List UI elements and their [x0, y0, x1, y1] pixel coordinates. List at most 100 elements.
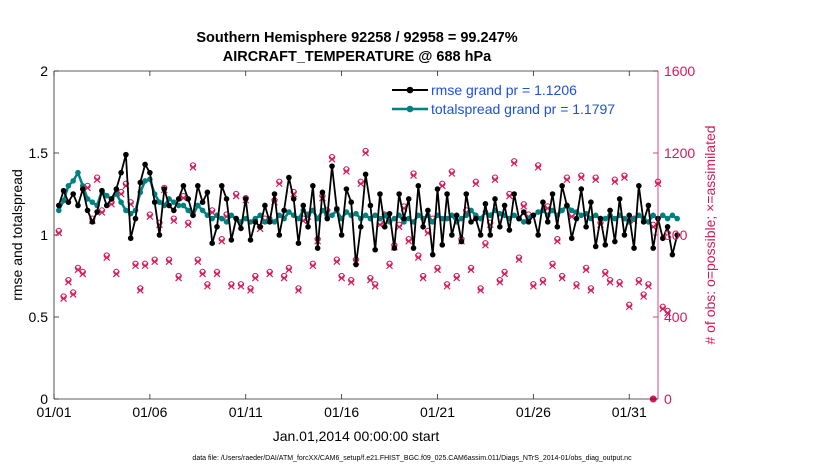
- rmse-point: [410, 245, 417, 251]
- rmse-point: [463, 191, 470, 197]
- rmse-point: [70, 191, 76, 197]
- obs-assimilated-point: [199, 270, 207, 278]
- obs-assimilated-cross: [515, 256, 523, 264]
- obs-assimilated-cross: [419, 274, 427, 282]
- rmse-point: [401, 215, 407, 222]
- rmse-point: [180, 183, 187, 189]
- obs-assimilated-point: [266, 270, 274, 278]
- obs-assimilated-cross: [357, 180, 365, 188]
- rmse-point: [276, 232, 283, 238]
- obs-assimilated-point: [515, 256, 523, 264]
- rmse-point: [501, 202, 508, 209]
- rmse-point: [415, 183, 422, 189]
- obs-assimilated-cross: [141, 262, 149, 270]
- rmse-line: [57, 153, 679, 266]
- totalspread-point: [592, 212, 599, 219]
- obs-assimilated-cross: [194, 258, 202, 266]
- rmse-point: [492, 196, 498, 202]
- rmse-point: [568, 235, 575, 242]
- totalspread-point: [195, 202, 201, 209]
- obs-assimilated-cross: [405, 237, 413, 245]
- obs-assimilated-cross: [520, 202, 528, 210]
- obs-assimilated-cross: [184, 221, 192, 229]
- rmse-point: [525, 219, 532, 225]
- rmse-point: [257, 224, 263, 230]
- obs-assimilated-cross: [98, 209, 106, 216]
- rmse-point: [295, 240, 302, 246]
- obs-assimilated-point: [434, 266, 441, 274]
- rmse-point: [362, 171, 369, 178]
- obs-assimilated-cross: [553, 237, 561, 245]
- totalspread-point: [223, 219, 230, 225]
- rmse-point: [343, 186, 350, 192]
- obs-assimilated-point: [644, 282, 652, 290]
- obs-assimilated-point: [664, 309, 672, 317]
- obs-assimilated-point: [558, 274, 566, 282]
- obs-assimilated-point: [285, 266, 293, 274]
- obs-assimilated-cross: [309, 262, 317, 270]
- rmse-point: [588, 199, 594, 205]
- obs-assimilated-point: [98, 209, 106, 216]
- y-tick-label-right: 1600: [664, 63, 695, 79]
- totalspread-point: [70, 178, 76, 184]
- rmse-point: [429, 251, 436, 258]
- rmse-point: [55, 202, 62, 209]
- obs-assimilated-point: [146, 213, 154, 220]
- totalspread-point: [185, 207, 192, 214]
- obs-assimilated-cross: [237, 282, 245, 290]
- obs-assimilated-cross: [606, 278, 614, 286]
- obs-assimilated-cross: [199, 270, 207, 278]
- rmse-point: [535, 232, 541, 238]
- obs-assimilated-cross: [60, 295, 68, 302]
- totalspread-point: [329, 212, 335, 219]
- obs-assimilated-point: [170, 217, 178, 225]
- obs-assimilated-cross: [362, 149, 370, 157]
- obs-assimilated-cross: [103, 254, 111, 261]
- obs-assimilated-point: [438, 182, 446, 190]
- rmse-point: [195, 183, 201, 189]
- obs-assimilated-cross: [549, 262, 556, 270]
- rmse-point: [434, 186, 441, 192]
- rmse-point: [214, 224, 220, 230]
- rmse-point: [204, 189, 211, 196]
- totalspread-point: [535, 209, 541, 215]
- obs-assimilated-cross: [477, 286, 485, 294]
- totalspread-point: [89, 199, 96, 205]
- legend-entry-spread: totalspread grand pr = 1.1797: [431, 101, 615, 117]
- rmse-point: [238, 225, 244, 232]
- obs-assimilated-point: [342, 168, 350, 175]
- rmse-point: [79, 186, 86, 192]
- obs-assimilated-cross: [342, 168, 350, 175]
- x-tick-label: 01/01: [36, 404, 71, 420]
- obs-assimilated-point: [60, 295, 68, 302]
- obs-assimilated-point: [333, 258, 341, 266]
- rmse-point: [357, 224, 364, 230]
- totalspread-point: [55, 207, 62, 214]
- rmse-point: [367, 202, 374, 209]
- rmse-point: [554, 224, 561, 230]
- obs-assimilated-cross: [247, 286, 254, 294]
- obs-assimilated-point: [573, 282, 580, 290]
- obs-assimilated-cross: [213, 270, 221, 278]
- obs-assimilated-point: [366, 276, 374, 284]
- rmse-point: [669, 251, 676, 258]
- obs-assimilated-point: [616, 280, 624, 288]
- obs-assimilated-cross: [582, 266, 590, 274]
- rmse-point: [113, 186, 120, 192]
- obs-assimilated-cross: [625, 303, 633, 311]
- obs-assimilated-cross: [333, 258, 341, 266]
- rmse-point: [338, 232, 345, 238]
- rmse-point: [674, 232, 680, 238]
- rmse-point: [108, 196, 115, 202]
- obs-assimilated-point: [132, 262, 139, 270]
- rmse-point: [84, 207, 91, 214]
- obs-assimilated-cross: [510, 159, 518, 167]
- obs-assimilated-point: [587, 286, 595, 294]
- rmse-point: [425, 207, 431, 214]
- totalspread-point: [180, 202, 187, 209]
- obs-assimilated-point: [529, 282, 537, 290]
- totalspread-point: [199, 207, 206, 214]
- obs-assimilated-point: [55, 229, 63, 237]
- obs-assimilated-point: [189, 163, 197, 171]
- totalspread-point: [578, 212, 585, 219]
